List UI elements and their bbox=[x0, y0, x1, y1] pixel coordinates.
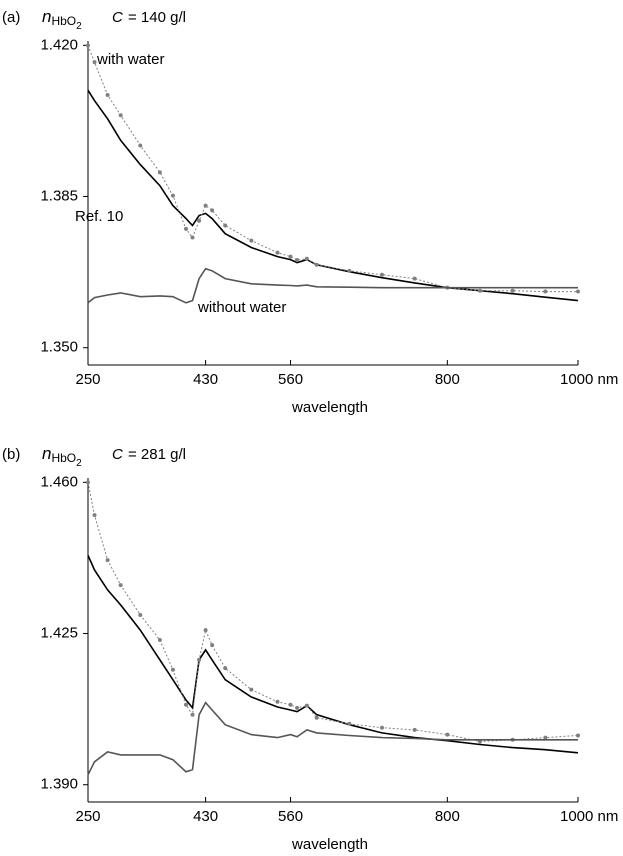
data-point bbox=[380, 272, 384, 277]
x-axis-label: wavelength bbox=[291, 836, 368, 853]
data-point bbox=[288, 254, 293, 259]
data-point bbox=[210, 208, 215, 213]
data-point bbox=[223, 223, 228, 228]
data-point bbox=[314, 262, 319, 267]
data-point bbox=[190, 712, 195, 717]
data-point bbox=[576, 733, 580, 738]
x-axis-label: wavelength bbox=[291, 399, 368, 416]
data-point bbox=[190, 235, 195, 240]
data-point bbox=[288, 702, 293, 707]
data-point bbox=[184, 226, 188, 231]
data-point bbox=[223, 666, 228, 671]
data-point bbox=[157, 638, 162, 642]
data-point bbox=[304, 703, 309, 708]
x-tick-label: 430 bbox=[193, 808, 218, 825]
data-point bbox=[210, 643, 215, 648]
data-point bbox=[92, 513, 97, 518]
series-line bbox=[87, 701, 578, 776]
data-point bbox=[412, 276, 417, 281]
data-point bbox=[543, 735, 548, 740]
data-point bbox=[576, 289, 580, 294]
data-point bbox=[92, 60, 97, 65]
y-label-subscript: HbO bbox=[51, 14, 76, 28]
data-point bbox=[197, 218, 202, 223]
data-point bbox=[510, 288, 515, 293]
y-label: nHbO2 bbox=[42, 444, 82, 468]
data-point bbox=[105, 558, 110, 563]
data-point bbox=[314, 715, 319, 720]
y-label-subscript-index: 2 bbox=[76, 458, 82, 469]
series-line bbox=[87, 45, 578, 293]
series-label: Ref. 10 bbox=[75, 208, 123, 225]
data-point bbox=[118, 583, 123, 588]
data-point bbox=[249, 687, 254, 692]
panel-label: (b) bbox=[2, 446, 20, 463]
data-point bbox=[347, 721, 352, 726]
data-point bbox=[86, 43, 90, 48]
concentration-symbol: C bbox=[112, 9, 123, 26]
data-point bbox=[304, 256, 309, 261]
panel-label: (a) bbox=[2, 9, 20, 26]
data-point bbox=[138, 143, 143, 148]
series-line bbox=[87, 267, 578, 304]
data-point bbox=[118, 113, 123, 118]
y-label-subscript: HbO bbox=[51, 451, 76, 465]
data-point bbox=[197, 657, 202, 662]
concentration: = 140 g/l bbox=[128, 9, 186, 26]
data-point bbox=[170, 193, 175, 198]
x-tick-label: 430 bbox=[193, 371, 218, 388]
series-label: with water bbox=[96, 51, 165, 68]
x-tick-label: 560 bbox=[278, 371, 303, 388]
y-label-symbol: n bbox=[42, 444, 51, 463]
data-point bbox=[295, 705, 300, 710]
data-point bbox=[275, 250, 280, 255]
x-tick-label: 250 bbox=[75, 371, 100, 388]
y-label: nHbO2 bbox=[42, 7, 82, 31]
series-line bbox=[87, 554, 579, 754]
data-point bbox=[184, 702, 188, 707]
y-label-symbol: n bbox=[42, 7, 51, 26]
data-point bbox=[86, 480, 90, 485]
x-tick-label: 1000 nm bbox=[560, 371, 618, 388]
data-point bbox=[249, 238, 254, 243]
x-tick-label: 250 bbox=[75, 808, 100, 825]
x-tick-label: 800 bbox=[435, 808, 460, 825]
y-tick-label: 1.385 bbox=[40, 187, 78, 204]
x-tick-label: 1000 nm bbox=[560, 808, 618, 825]
data-point bbox=[412, 727, 417, 732]
data-point bbox=[295, 258, 300, 263]
data-point bbox=[275, 699, 280, 704]
data-point bbox=[347, 268, 352, 273]
data-point bbox=[543, 289, 548, 294]
data-point bbox=[157, 170, 162, 175]
data-point bbox=[478, 288, 482, 293]
data-point bbox=[138, 612, 143, 617]
data-point bbox=[445, 732, 450, 737]
series-line bbox=[87, 89, 579, 302]
data-point bbox=[105, 93, 110, 97]
data-point bbox=[203, 628, 208, 633]
data-point bbox=[203, 203, 208, 208]
y-tick-label: 1.460 bbox=[40, 473, 78, 490]
y-tick-label: 1.390 bbox=[40, 776, 78, 793]
y-label-subscript-index: 2 bbox=[76, 21, 82, 32]
data-point bbox=[380, 725, 384, 730]
x-tick-label: 800 bbox=[435, 371, 460, 388]
concentration: = 281 g/l bbox=[128, 446, 186, 463]
x-tick-label: 560 bbox=[278, 808, 303, 825]
series-line bbox=[87, 482, 579, 743]
series-label: without water bbox=[197, 299, 286, 316]
y-tick-label: 1.350 bbox=[40, 339, 78, 356]
y-tick-label: 1.420 bbox=[40, 36, 78, 53]
y-tick-label: 1.425 bbox=[40, 624, 78, 641]
concentration-symbol: C bbox=[112, 446, 123, 463]
data-point bbox=[170, 667, 175, 672]
